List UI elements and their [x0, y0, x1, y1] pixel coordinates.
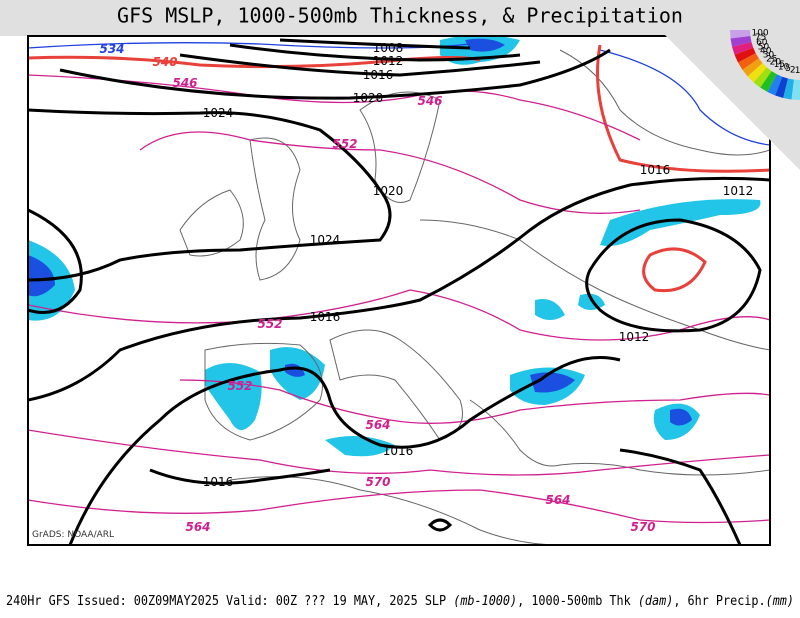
thickness-label: 546: [172, 76, 197, 90]
thickness-label: 564: [365, 418, 390, 432]
legend-swatch: [783, 78, 794, 100]
legend-swatch: [791, 79, 800, 100]
legend-swatch: [730, 30, 751, 39]
pressure-label: 1016: [203, 475, 234, 489]
legend-swatch: [734, 47, 756, 63]
pressure-label: 1016: [310, 310, 341, 324]
thickness-label: 552: [227, 379, 252, 393]
pressure-label: 1024: [203, 106, 234, 120]
footer-unit: (mb-1000): [453, 594, 517, 609]
title: GFS MSLP, 1000-500mb Thickness, & Precip…: [117, 4, 683, 28]
pressure-label: 1020: [353, 91, 384, 105]
legend-swatch: [760, 71, 777, 92]
footer-text: , 1000-500mb Thk: [517, 594, 638, 609]
footer: 240Hr GFS Issued: 00Z09MAY2025 Valid: 00…: [6, 594, 794, 609]
credit: GrADS: NOAA/ARL: [32, 530, 114, 540]
thickness-label: 570: [365, 475, 390, 489]
coastlines: [179, 49, 770, 545]
legend-swatch: [738, 53, 759, 70]
legend-label: 50: [758, 42, 770, 52]
pressure-label: 1024: [310, 233, 341, 247]
legend-label: 2: [790, 65, 796, 75]
legend-swatch: [775, 76, 789, 98]
thickness-label: 570: [630, 520, 655, 534]
legend-label: 15: [774, 60, 785, 70]
legend-label: 25: [766, 54, 777, 64]
pressure-label: 1020: [373, 184, 404, 198]
legend-swatch: [732, 41, 754, 55]
pressure-label: 1016: [363, 68, 394, 82]
pressure-label: 1016: [640, 163, 671, 177]
pressure-labels: 1008 1012 1016 1020 1024 1020 1024 1016 …: [203, 41, 754, 489]
thickness-label: 552: [257, 317, 282, 331]
legend-label: 10: [778, 62, 790, 72]
precipitation: [28, 36, 761, 457]
legend-label: 20: [770, 57, 782, 67]
legend-label: 1: [795, 66, 800, 76]
pressure-label: 1016: [383, 444, 414, 458]
pressure-label: 1012: [373, 54, 404, 68]
thickness-labels: 534 540 546 546 552 552 552 564 570 564 …: [99, 42, 655, 534]
legend-label: 5: [785, 64, 791, 74]
thickness-label: 552: [332, 137, 357, 151]
legend-swatch: [753, 67, 772, 88]
map: 1008 1012 1016 1020 1024 1020 1024 1016 …: [27, 35, 771, 546]
footer-text: , 6hr Precip.: [673, 594, 765, 609]
pressure-contours: [28, 38, 770, 545]
legend-swatch: [747, 63, 767, 83]
legend-swatch: [730, 36, 752, 47]
legend-label: 40: [760, 47, 772, 57]
map-frame: [27, 35, 771, 546]
thickness-label: 534: [99, 42, 124, 56]
thickness-label: 564: [545, 493, 570, 507]
footer-unit: (dam): [638, 594, 673, 609]
legend-swatch: [767, 74, 783, 96]
thickness-label: 564: [185, 520, 210, 534]
legend-label: 100: [751, 28, 768, 38]
legend-label: 75: [755, 33, 766, 43]
thickness-label: 540: [152, 55, 177, 69]
pressure-label: 1012: [723, 184, 754, 198]
pressure-label: 1008: [373, 41, 404, 55]
legend-label: 30: [763, 51, 775, 61]
legend-label: 60: [756, 38, 768, 48]
legend-swatch: [742, 58, 763, 77]
thickness-label: 546: [417, 94, 442, 108]
pressure-label: 1012: [619, 330, 650, 344]
footer-unit: (mm): [766, 594, 794, 609]
footer-text: 240Hr GFS Issued: 00Z09MAY2025 Valid: 00…: [6, 594, 453, 609]
